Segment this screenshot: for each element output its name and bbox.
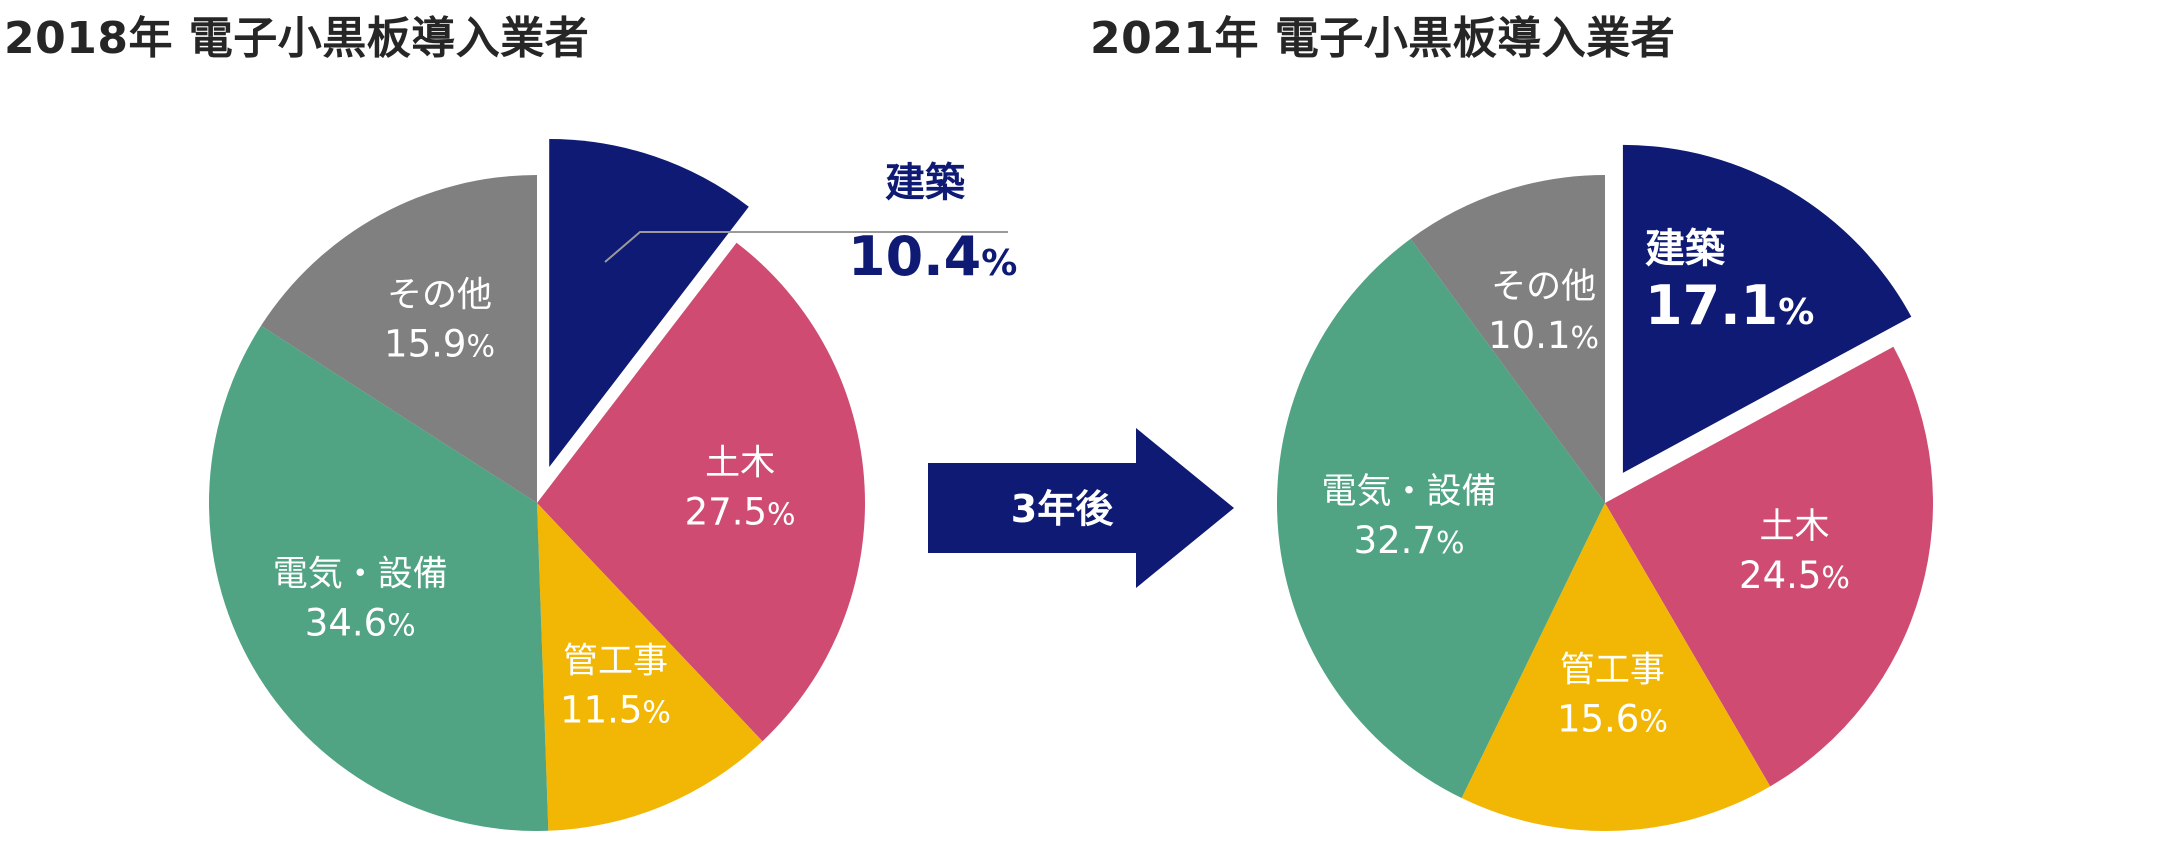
label-unit: % <box>767 497 796 532</box>
label-unit: % <box>1436 526 1465 561</box>
callout-name: 建築 <box>885 160 966 206</box>
label-value: 24.5 <box>1739 554 1821 597</box>
pie-2021: 建築 17.1% 土木 24.5% 管工事 15.6% 電気・設備 32.7% その他 10.1% <box>1277 145 1933 831</box>
pie-2018: 建築 10.4% 土木 27.5% 管工事 11.5% 電気・設備 34.6% その他 15.9% <box>209 139 1017 831</box>
label-unit: % <box>466 330 495 365</box>
label-value: 15.6 <box>1557 698 1639 741</box>
transition-arrow: 3年後 <box>928 428 1234 588</box>
label-value: 10.1 <box>1488 314 1570 357</box>
label-unit: % <box>387 609 416 644</box>
arrow-label: 3年後 <box>1011 487 1114 531</box>
label-unit: % <box>1821 561 1850 596</box>
label-value: 11.5 <box>560 689 642 732</box>
label-name: 電気・設備 <box>1322 472 1497 512</box>
callout-value: 10.4% <box>848 225 1017 288</box>
label-name: 電気・設備 <box>273 555 448 595</box>
label-value: 27.5 <box>685 490 767 533</box>
label-name: 土木 <box>1759 507 1829 547</box>
label-name: 土木 <box>705 443 775 483</box>
label-unit: % <box>1639 705 1668 740</box>
label-value: 34.6 <box>305 602 387 645</box>
label-unit: % <box>1778 292 1814 333</box>
callout-value-number: 10.4 <box>848 225 981 288</box>
label-name: その他 <box>387 276 492 316</box>
label-value: 15.9 <box>384 323 466 366</box>
label-name: 管工事 <box>1560 651 1665 691</box>
label-name: 建築 <box>1645 226 1726 272</box>
label-name: 管工事 <box>563 642 668 682</box>
label-name: その他 <box>1491 267 1596 307</box>
label-unit: % <box>1571 321 1600 356</box>
label-unit: % <box>642 696 671 731</box>
label-value: 32.7 <box>1354 519 1436 562</box>
label-value: 17.1 <box>1645 274 1778 337</box>
callout-value-unit: % <box>981 243 1017 284</box>
